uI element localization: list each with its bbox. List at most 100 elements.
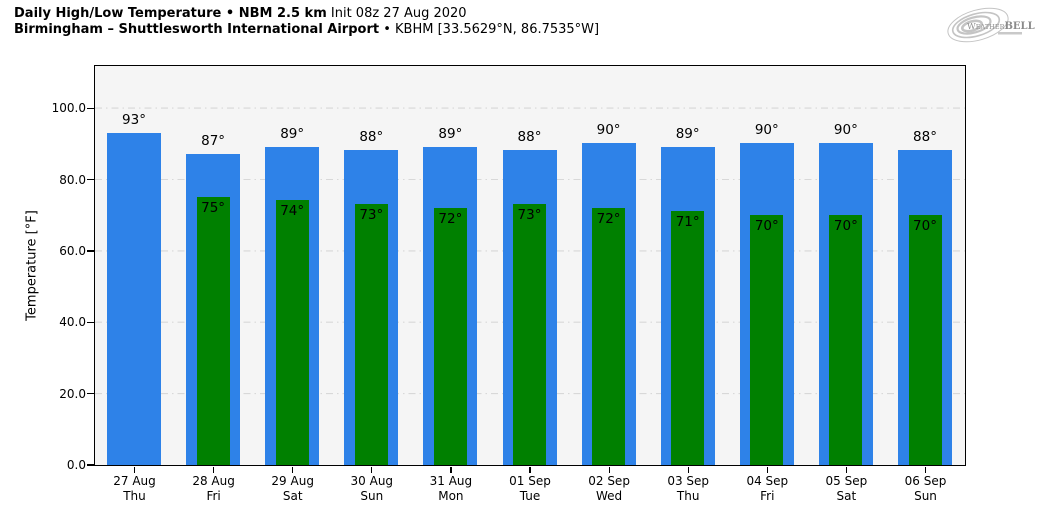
x-tick-weekday: Thu — [676, 489, 700, 503]
low-label: 72° — [596, 210, 621, 227]
high-label: 89° — [438, 125, 463, 142]
title-main: Daily High/Low Temperature • NBM 2.5 km — [14, 6, 327, 21]
low-label: 71° — [675, 214, 700, 231]
high-label: 89° — [280, 125, 305, 142]
title-line-1: Daily High/Low Temperature • NBM 2.5 km … — [14, 6, 599, 22]
high-label: 90° — [833, 122, 858, 139]
x-tick-date: 02 Sep — [588, 474, 630, 488]
x-tick-weekday: Fri — [206, 489, 221, 503]
subtitle-location: Birmingham – Shuttlesworth International… — [14, 22, 380, 37]
x-tick-label: 31 Aug Mon — [411, 474, 491, 504]
y-tick-mark — [87, 250, 94, 252]
x-tick-label: 28 Aug Fri — [174, 474, 254, 504]
x-tick-mark — [213, 466, 215, 473]
low-label: 74° — [280, 203, 305, 220]
high-label: 93° — [122, 111, 146, 128]
low-label: 73° — [359, 207, 384, 223]
low-label: 72° — [438, 210, 463, 227]
x-tick-mark — [450, 466, 452, 473]
x-tick-label: 30 Aug Sun — [332, 474, 412, 504]
x-tick-date: 06 Sep — [904, 474, 947, 488]
x-tick-mark — [608, 466, 610, 473]
x-tick-label: 02 Sep Wed — [569, 474, 649, 504]
low-label: 75° — [201, 199, 226, 216]
x-tick-mark — [687, 466, 689, 473]
low-bar — [513, 204, 546, 465]
x-tick-label: 27 Aug Thu — [95, 474, 175, 504]
x-tick-mark — [292, 466, 294, 473]
low-bar — [750, 214, 784, 465]
x-tick-date: 27 Aug — [113, 474, 156, 488]
x-tick-mark — [529, 466, 531, 473]
x-tick-label: 04 Sep Fri — [727, 474, 807, 504]
x-tick-label: 01 Sep Tue — [490, 474, 570, 504]
x-tick-label: 06 Sep Sun — [886, 474, 966, 504]
high-label: 90° — [754, 122, 779, 139]
logo-text-weather: WEATHERBELL — [967, 21, 1035, 32]
plot-area: 93° 87° 75° 89° 74° 88° 73° 89° 72° 88° 73° 90° 72° 8… — [93, 64, 966, 466]
x-tick-label: 03 Sep Thu — [648, 474, 728, 504]
x-tick-date: 28 Aug — [192, 474, 235, 488]
low-bar — [592, 207, 626, 465]
y-tick-mark — [87, 107, 94, 109]
x-tick-mark — [371, 466, 373, 473]
weatherbell-logo: WEATHERBELL — [930, 2, 1036, 48]
y-tick-mark — [87, 321, 94, 323]
y-tick-label: 100.0 — [51, 101, 86, 116]
title-init: Init 08z 27 Aug 2020 — [330, 6, 467, 21]
low-bar — [433, 207, 467, 465]
y-tick-mark — [87, 393, 94, 395]
low-bar — [354, 204, 388, 465]
x-tick-weekday: Sat — [282, 489, 303, 503]
y-tick-label: 20.0 — [59, 386, 86, 401]
x-tick-label: 29 Aug Sat — [253, 474, 333, 504]
x-tick-weekday: Sun — [914, 489, 937, 503]
x-tick-mark — [766, 466, 768, 473]
y-tick-mark — [87, 178, 94, 181]
high-label: 88° — [913, 129, 937, 146]
low-bar — [671, 211, 705, 465]
y-tick-label: 40.0 — [59, 315, 86, 330]
low-label: 73° — [517, 207, 542, 223]
x-tick-weekday: Mon — [438, 489, 464, 503]
low-bar — [275, 200, 309, 465]
x-tick-date: 30 Aug — [350, 474, 394, 488]
x-tick-weekday: Fri — [760, 489, 775, 503]
x-tick-weekday: Sun — [360, 489, 384, 503]
high-label: 88° — [359, 129, 384, 146]
subtitle-station: • KBHM [33.5629°N, 86.7535°W] — [383, 22, 600, 37]
x-tick-date: 03 Sep — [667, 474, 710, 488]
low-label: 70° — [754, 217, 779, 234]
x-tick-mark — [845, 466, 848, 473]
x-tick-date: 01 Sep — [509, 474, 551, 488]
x-tick-date: 05 Sep — [825, 474, 868, 488]
high-label: 87° — [201, 133, 226, 149]
y-tick-mark — [87, 464, 94, 466]
y-tick-label: 0.0 — [66, 458, 86, 472]
title-line-2: Birmingham – Shuttlesworth International… — [14, 22, 599, 38]
x-tick-date: 29 Aug — [271, 474, 314, 488]
x-tick-mark — [924, 466, 927, 473]
logo-subtext-smudge — [998, 32, 1022, 35]
x-tick-date: 04 Sep — [746, 474, 789, 488]
x-tick-weekday: Sat — [836, 489, 857, 503]
low-label: 70° — [833, 217, 858, 234]
high-bar — [107, 132, 161, 465]
x-tick-label: 05 Sep Sat — [806, 474, 886, 504]
y-tick-label: 60.0 — [59, 243, 86, 258]
chart-header: Daily High/Low Temperature • NBM 2.5 km … — [14, 6, 599, 38]
x-tick-date: 31 Aug — [429, 474, 473, 488]
x-tick-weekday: Wed — [596, 489, 623, 503]
y-tick-label: 80.0 — [59, 172, 86, 187]
x-tick-weekday: Thu — [123, 489, 146, 503]
high-label: 90° — [596, 122, 621, 139]
x-tick-mark — [133, 466, 136, 473]
x-tick-weekday: Tue — [519, 489, 541, 503]
low-bar — [829, 214, 863, 465]
high-label: 88° — [517, 129, 542, 146]
low-label: 70° — [913, 217, 937, 234]
low-bar — [196, 196, 230, 465]
low-bar — [908, 214, 942, 465]
high-label: 89° — [675, 125, 700, 142]
